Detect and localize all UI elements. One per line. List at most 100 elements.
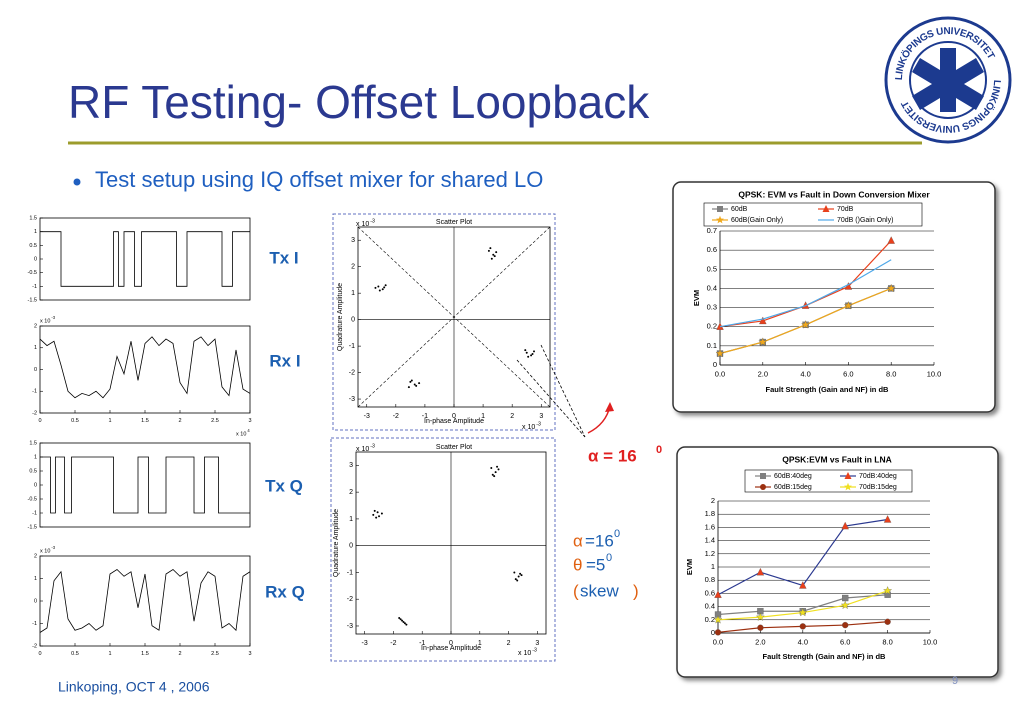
scatter-point (401, 619, 404, 622)
scatter-point (378, 515, 381, 518)
data-point (884, 618, 891, 625)
series-line (719, 259, 892, 328)
x-tick-label: -1 (422, 413, 428, 420)
data-point (798, 607, 808, 617)
x-tick-label: 2.0 (758, 369, 768, 378)
data-point (756, 567, 765, 576)
slide-title: RF Testing- Offset Loopback (68, 76, 650, 128)
scatter-point (494, 471, 497, 474)
x-tick-label: 10.0 (923, 637, 938, 646)
scatter-point (383, 286, 386, 289)
scatter-point (490, 257, 493, 260)
chart-frame (676, 446, 999, 678)
x-tick-label: 0.5 (71, 651, 79, 657)
x-tick-label: 2 (178, 418, 181, 424)
x-tick-label: 1 (478, 640, 482, 647)
x-tick-label: 1 (108, 418, 111, 424)
y-tick-label: 0 (711, 628, 715, 637)
y-tick-label: 0.5 (29, 468, 37, 474)
scatter-point (496, 465, 499, 468)
scatter-point (514, 578, 517, 581)
x-tick-label: 3 (248, 418, 251, 424)
x-tick-label: 1.5 (141, 651, 149, 657)
y-tick-label: 1.5 (29, 440, 37, 446)
scatter-point (405, 623, 408, 626)
skew-symbol: θ (573, 555, 582, 574)
chart-title: QPSK: EVM vs Fault in Down Conversion Mi… (738, 189, 930, 199)
data-point (714, 590, 722, 598)
y-tick-label: 1 (34, 345, 37, 351)
data-point (844, 301, 853, 310)
footer: Linkoping, OCT 4 , 2006 (58, 679, 210, 695)
legend-marker (760, 473, 766, 479)
data-point (886, 283, 896, 293)
legend-label: 60dB:15deg (774, 484, 812, 491)
x-tick-label: 0 (38, 418, 41, 424)
legend-marker (822, 205, 830, 212)
y-tick-label: -1.5 (28, 297, 37, 303)
logo-emblem (912, 48, 984, 112)
scale-exponent: -3 (370, 443, 375, 449)
scatter-point (373, 509, 376, 512)
x-tick-label: -1 (419, 640, 425, 647)
x-axis-label: Fault Strength (Gain and NF) in dB (766, 385, 889, 394)
scatter-point (399, 618, 402, 621)
y-tick-label: 0 (713, 360, 717, 369)
y-tick-label: 1 (351, 290, 355, 297)
scatter-point (403, 622, 406, 625)
chart-title: QPSK:EVM vs Fault in LNA (782, 454, 892, 464)
y-tick-label: 0.6 (705, 588, 715, 597)
data-point (757, 624, 764, 631)
y-tick-label: 2 (34, 553, 37, 559)
signal-label: Tx I (269, 248, 298, 267)
scatter-point (381, 288, 384, 291)
scatter-point (376, 511, 379, 514)
y-tick-label: 0.4 (705, 602, 715, 611)
x-tick-label: 2 (510, 413, 514, 420)
scatter-point (513, 571, 516, 574)
y-tick-label: 0.3 (707, 303, 717, 312)
page-number: 9 (952, 675, 958, 687)
legend-marker (717, 206, 723, 212)
y-tick-label: -1 (347, 569, 353, 576)
series-line (39, 336, 251, 399)
scatter-point (492, 253, 495, 256)
scatter-point (531, 353, 534, 356)
x-tick-label: 3 (248, 651, 251, 657)
scale-multiplier: x 10 (236, 431, 246, 437)
scale-exponent: -3 (536, 421, 541, 427)
x-tick-label: 4.0 (800, 369, 810, 378)
legend-label: 60dB (731, 206, 748, 213)
x-tick-label: 1 (108, 651, 111, 657)
scale-exponent: 4 (247, 428, 250, 433)
y-tick-label: 0.4 (707, 283, 717, 292)
y-tick-label: 1 (34, 229, 37, 235)
x-tick-label: 6.0 (840, 637, 850, 646)
x-tick-label: 0.5 (71, 418, 79, 424)
scale-multiplier: x 10 (518, 650, 531, 657)
scatter-point (378, 289, 381, 292)
chart-title: Scatter Plot (436, 444, 472, 451)
data-point (842, 621, 849, 629)
scatter-point (490, 467, 493, 470)
x-axis-label: Fault Strength (Gain and NF) in dB (763, 652, 886, 661)
y-tick-label: 1.2 (705, 549, 715, 558)
data-point (714, 629, 722, 636)
data-point (841, 521, 849, 530)
y-tick-label: 1 (34, 454, 37, 460)
scale-exponent: -3 (370, 218, 375, 224)
guide-line (516, 359, 586, 438)
scatter-point (413, 383, 416, 386)
bullet-text: Test setup using IQ offset mixer for sha… (95, 167, 543, 192)
scale-exponent: -3 (51, 545, 55, 550)
scatter-point (384, 284, 387, 287)
y-tick-label: 0.5 (707, 264, 717, 273)
y-tick-label: 0.8 (705, 575, 715, 584)
data-point (715, 348, 725, 358)
y-tick-label: 1 (34, 576, 37, 582)
series-line (40, 231, 250, 287)
legend-label: 70dB (837, 206, 854, 213)
legend-label: 60dB(Gain Only) (731, 217, 783, 224)
x-tick-label: 8.0 (886, 369, 896, 378)
